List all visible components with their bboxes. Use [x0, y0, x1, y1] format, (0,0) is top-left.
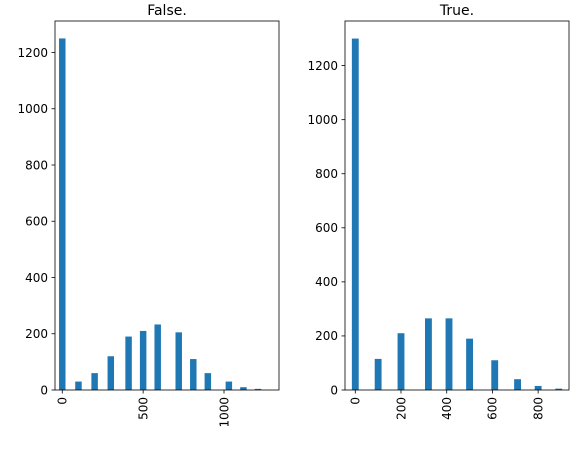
bar-1-1 — [75, 381, 82, 390]
bar-2-5 — [466, 338, 473, 390]
axes-frame — [344, 20, 570, 391]
bar-1-11 — [240, 387, 247, 390]
x-tick-label: 0 — [56, 397, 70, 405]
x-tick-label: 500 — [136, 397, 150, 420]
bar-1-8 — [190, 359, 197, 390]
bar-1-9 — [204, 373, 212, 391]
y-tick-label: 1200 — [17, 46, 48, 60]
bar-2-0 — [351, 38, 359, 390]
bar-1-10 — [225, 381, 233, 390]
bar-2-1 — [374, 358, 382, 390]
bar-1-4 — [125, 336, 132, 390]
x-tick-label: 600 — [486, 397, 500, 420]
y-tick-label: 200 — [25, 327, 48, 341]
x-tick-label: 1000 — [217, 397, 231, 428]
x-tick-label: 0 — [349, 397, 363, 405]
bar-2-4 — [445, 318, 453, 390]
bar-1-7 — [175, 332, 182, 390]
y-tick-label: 200 — [315, 329, 338, 343]
y-tick-label: 0 — [40, 383, 48, 397]
y-tick-label: 600 — [315, 221, 338, 235]
y-tick-label: 1200 — [307, 59, 338, 73]
y-tick-label: 600 — [25, 215, 48, 229]
bar-2-8 — [534, 385, 542, 390]
bar-1-12 — [254, 388, 262, 391]
x-tick-label: 200 — [394, 397, 408, 420]
bar-1-3 — [107, 356, 115, 390]
y-tick-label: 0 — [330, 383, 338, 397]
bar-1-5 — [139, 330, 147, 390]
bar-1-0 — [59, 38, 66, 390]
y-tick-label: 1000 — [307, 113, 338, 127]
y-tick-label: 800 — [315, 167, 338, 181]
x-tick-label: 400 — [440, 397, 454, 420]
bar-2-3 — [425, 318, 432, 390]
y-tick-label: 400 — [315, 275, 338, 289]
y-tick-label: 400 — [25, 271, 48, 285]
x-tick-label: 800 — [531, 397, 545, 420]
y-tick-label: 1000 — [17, 102, 48, 116]
chart-title: True. — [439, 3, 474, 19]
y-tick-label: 800 — [25, 158, 48, 172]
bar-2-9 — [555, 388, 563, 390]
chart-panel-2: 0 200 400 600 800 1000 1200 0 200 400 600 800 True. — [307, 3, 570, 420]
bar-2-6 — [491, 360, 499, 390]
chart-title: False. — [147, 3, 187, 19]
bar-2-2 — [397, 333, 405, 390]
bar-1-6 — [154, 324, 161, 390]
chart-panel-1: 0 200 400 600 800 1000 1200 0 500 1000 False. — [17, 3, 280, 428]
bar-1-2 — [91, 373, 98, 391]
bar-2-7 — [514, 379, 521, 390]
axes-frame — [54, 20, 280, 391]
